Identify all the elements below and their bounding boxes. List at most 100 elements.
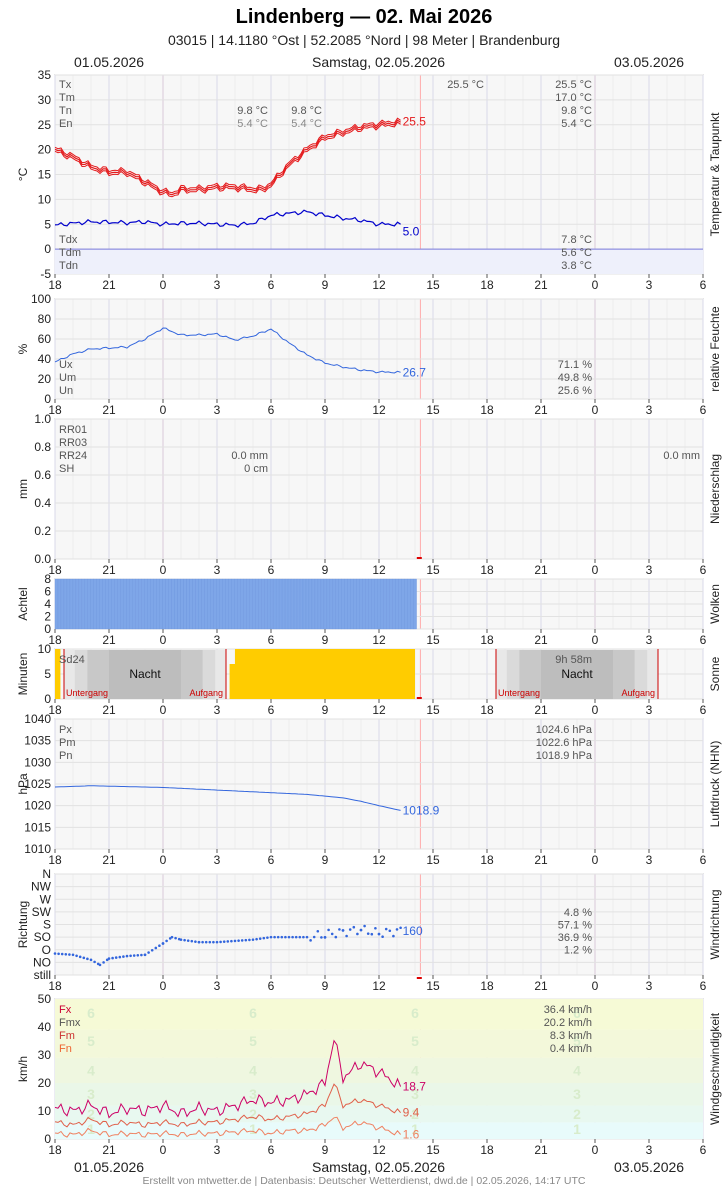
pressure-line	[54, 785, 401, 811]
wind-dir-point	[161, 942, 165, 945]
x-tick-label: 12	[372, 853, 386, 867]
cloud-bar	[335, 578, 340, 630]
x-tick-label: 18	[480, 563, 494, 577]
rain-key: RR24	[59, 450, 87, 462]
x-tick-label: 6	[700, 853, 707, 867]
x-tick-label: 3	[646, 979, 653, 993]
cloud-bar	[105, 578, 109, 630]
temp-stat-en2: 5.4 °C	[291, 118, 322, 130]
press-stat-key: Px	[59, 724, 72, 736]
date-right-bottom: 03.05.2026	[614, 1159, 685, 1175]
x-tick-label: 6	[700, 563, 707, 577]
wind-dir-point	[114, 956, 118, 959]
cloud-bar	[281, 578, 286, 630]
cloud-bar	[192, 578, 196, 630]
beaufort-label: 4	[249, 1062, 257, 1078]
cloud-bar	[219, 578, 223, 630]
x-tick-label: 3	[214, 1143, 221, 1157]
cloud-bar	[234, 578, 238, 630]
cloud-bar	[78, 578, 83, 630]
x-tick-label: 9	[322, 853, 329, 867]
cloud-bar	[114, 578, 118, 630]
temp-stat-value: 9.8 °C	[561, 105, 592, 117]
x-tick-label: 3	[646, 1143, 653, 1157]
wind-dir-point	[327, 928, 330, 932]
cloud-bar	[69, 578, 74, 630]
cloud-bar	[120, 578, 124, 630]
rh-stat-value: 25.6 %	[558, 385, 592, 397]
dew-stat-key: Tdn	[59, 260, 78, 272]
y-tick-label: 20	[38, 1076, 52, 1090]
x-tick-label: 6	[700, 278, 707, 292]
x-tick-label: 6	[268, 979, 275, 993]
wind-dir-point	[125, 954, 129, 958]
beaufort-label: 5	[87, 1033, 95, 1049]
x-tick-label: 18	[48, 1143, 62, 1157]
x-tick-label: 15	[426, 703, 440, 717]
beaufort-label: 1	[573, 1121, 581, 1137]
x-tick-label: 9	[322, 403, 329, 417]
x-tick-label: 0	[160, 633, 167, 647]
temp-stat-key: Tm	[59, 92, 75, 104]
y-tick-label: 80	[38, 312, 52, 326]
x-tick-label: 0	[160, 1143, 167, 1157]
temp-stat-value: 17.0 °C	[555, 92, 592, 104]
beaufort-label: 4	[573, 1062, 581, 1078]
x-tick-label: 12	[372, 1143, 386, 1157]
y-tick-label: 0	[44, 242, 51, 256]
wind-dir-point	[287, 935, 291, 939]
wind-dir-point	[111, 956, 114, 960]
beaufort-label: 5	[249, 1033, 257, 1049]
sunset-label: Untergang	[66, 688, 108, 698]
x-tick-label: 21	[102, 703, 116, 717]
wind-dir-point	[194, 940, 197, 943]
x-tick-label: 18	[48, 403, 62, 417]
x-tick-label: 0	[160, 703, 167, 717]
wind-dir-point	[89, 958, 93, 962]
cloud-bar	[278, 578, 283, 630]
cloud-bar	[329, 578, 334, 630]
wind-dir-point	[309, 939, 312, 942]
x-tick-label: 18	[48, 853, 62, 867]
wind-dir-point	[395, 928, 399, 931]
x-tick-label: 9	[322, 563, 329, 577]
temp-stat-min2: 9.8 °C	[291, 105, 322, 117]
x-tick-label: 18	[48, 563, 62, 577]
beaufort-label: 5	[573, 1033, 581, 1049]
pressure-last-value: 1018.9	[403, 803, 440, 817]
temp-stat-min1: 9.8 °C	[237, 105, 268, 117]
wind-dir-point	[370, 932, 374, 936]
dew-stat-key: Tdx	[59, 234, 78, 246]
x-tick-label: 18	[480, 278, 494, 292]
x-tick-label: 3	[214, 563, 221, 577]
night-label: Nacht	[129, 667, 161, 681]
beaufort-label: 2	[249, 1106, 257, 1122]
temp-line-upper	[54, 117, 401, 194]
wind-key: Fn	[59, 1043, 72, 1055]
cloud-bar	[290, 578, 295, 630]
x-tick-label: 12	[372, 563, 386, 577]
cloud-bar	[255, 578, 259, 630]
cloud-bar	[84, 578, 89, 630]
y-tick-label: 4	[44, 597, 51, 611]
date-right-top: 03.05.2026	[614, 54, 685, 70]
dew-stat-key: Tdm	[59, 247, 81, 259]
wind-dir-point	[338, 928, 341, 931]
beaufort-label: 3	[249, 1086, 257, 1102]
date-left-bottom: 01.05.2026	[74, 1159, 145, 1175]
cloud-bar	[189, 578, 193, 630]
wind-dir-point	[266, 936, 269, 939]
cloud-bar	[404, 578, 408, 630]
beaufort-label: 6	[87, 1005, 95, 1021]
cloud-bar	[87, 578, 92, 630]
wind-dir-point	[170, 935, 174, 939]
wind-stat-value: 20.2 km/h	[544, 1017, 592, 1029]
x-tick-label: 0	[160, 403, 167, 417]
cloud-bar	[356, 578, 360, 630]
cloud-bar	[293, 578, 298, 630]
wind-dir-point	[334, 935, 338, 939]
wind-dir-point	[150, 948, 154, 952]
wind-dir-point	[158, 944, 161, 948]
y-tick-label: SO	[34, 930, 51, 944]
x-tick-label: 6	[700, 1143, 707, 1157]
